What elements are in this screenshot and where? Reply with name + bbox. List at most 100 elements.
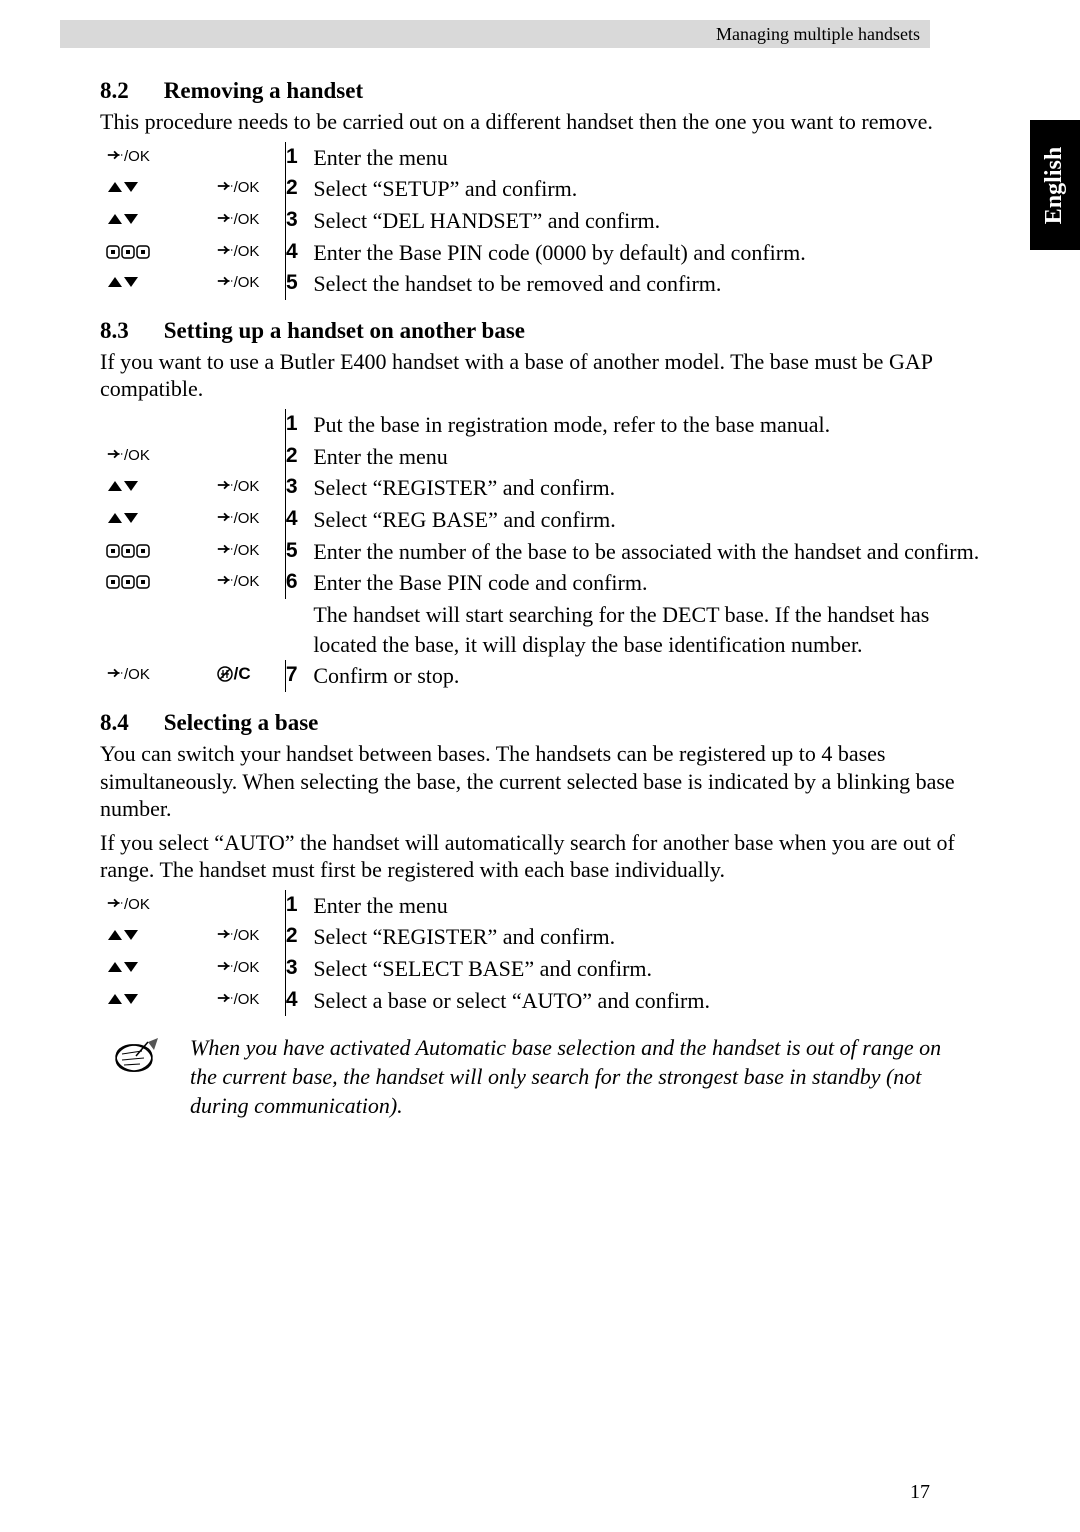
- icon-cell: [106, 237, 216, 269]
- icon-cell: /OK: [106, 441, 216, 473]
- up-down-icon: [106, 991, 140, 1007]
- ok-label: /OK: [234, 510, 260, 527]
- step-num: 6: [285, 567, 313, 599]
- step-num: 2: [285, 921, 313, 953]
- enter-icon: [106, 146, 124, 164]
- step-num: 4: [285, 237, 313, 269]
- tip-icon-wrap: [112, 1034, 190, 1120]
- step-num: 4: [285, 985, 313, 1017]
- icon-cell: [106, 599, 216, 660]
- icon-cell: [106, 173, 216, 205]
- section-num: 8.4: [100, 710, 158, 736]
- keypad-icon: [106, 543, 150, 559]
- enter-icon: [216, 209, 234, 227]
- icon-cell-2: /OK: [216, 205, 286, 237]
- step-num: 3: [285, 205, 313, 237]
- tip-text: When you have activated Automatic base s…: [190, 1034, 970, 1120]
- ok-label: /OK: [234, 243, 260, 260]
- step-row: /OK 3 Select “SELECT BASE” and confirm.: [106, 953, 980, 985]
- ok-label: /OK: [234, 478, 260, 495]
- icon-cell: [106, 567, 216, 599]
- step-num: 5: [285, 536, 313, 568]
- step-num: 1: [285, 409, 313, 441]
- step-text: Select “SELECT BASE” and confirm.: [313, 953, 980, 985]
- section-heading-8-3: 8.3 Setting up a handset on another base: [100, 318, 980, 344]
- section83-steps: 1 Put the base in registration mode, ref…: [106, 409, 980, 692]
- ok-label: /OK: [124, 148, 150, 165]
- icon-cell: [106, 409, 216, 441]
- step-text: Select “REGISTER” and confirm.: [313, 472, 980, 504]
- ok-label: /OK: [124, 447, 150, 464]
- up-down-icon: [106, 927, 140, 943]
- keypad-icon: [106, 244, 150, 260]
- step-num: 2: [285, 441, 313, 473]
- step-row: /OK 4 Select “REG BASE” and confirm.: [106, 504, 980, 536]
- step-row: /OK 2 Select “REGISTER” and confirm.: [106, 921, 980, 953]
- ok-label: /OK: [234, 274, 260, 291]
- step-row: /OK 1 Enter the menu: [106, 142, 980, 174]
- icon-cell-2: /OK: [216, 504, 286, 536]
- keypad-icon: [106, 574, 150, 590]
- icon-cell-2: /OK: [216, 985, 286, 1017]
- section82-intro: This procedure needs to be carried out o…: [100, 108, 980, 136]
- enter-icon: [216, 476, 234, 494]
- icon-cell-2: [216, 599, 286, 660]
- icon-cell-2: /OK: [216, 472, 286, 504]
- icon-cell: [106, 472, 216, 504]
- icon-cell: /OK: [106, 660, 216, 692]
- up-down-icon: [106, 478, 140, 494]
- section84-intro2: If you select “AUTO” the handset will au…: [100, 829, 980, 884]
- step-row: /OK 1 Enter the menu: [106, 890, 980, 922]
- step-text: Enter the Base PIN code and confirm.: [313, 567, 980, 599]
- step-row: /OK 4 Select a base or select “AUTO” and…: [106, 985, 980, 1017]
- icon-cell: [106, 953, 216, 985]
- note-icon: [112, 1036, 162, 1076]
- page-header: Managing multiple handsets: [60, 20, 930, 48]
- section83-intro: If you want to use a Butler E400 handset…: [100, 348, 980, 403]
- icon-cell-2: /OK: [216, 237, 286, 269]
- icon-cell: /OK: [106, 142, 216, 174]
- step-num: 2: [285, 173, 313, 205]
- icon-cell-2: [216, 409, 286, 441]
- step-note: The handset will start searching for the…: [313, 599, 980, 660]
- step-num: 3: [285, 953, 313, 985]
- step-text: Select “REGISTER” and confirm.: [313, 921, 980, 953]
- icon-cell-2: /OK: [216, 567, 286, 599]
- up-down-icon: [106, 959, 140, 975]
- enter-icon: [106, 445, 124, 463]
- icon-cell: [106, 921, 216, 953]
- up-down-icon: [106, 179, 140, 195]
- enter-icon: [216, 508, 234, 526]
- icon-cell: [106, 205, 216, 237]
- mute-icon: [216, 665, 234, 683]
- enter-icon: [216, 571, 234, 589]
- enter-icon: [216, 177, 234, 195]
- step-text: Select the handset to be removed and con…: [313, 268, 980, 300]
- ok-label: /OK: [234, 573, 260, 590]
- section-num: 8.3: [100, 318, 158, 344]
- step-text: Enter the menu: [313, 142, 980, 174]
- up-down-icon: [106, 274, 140, 290]
- icon-cell-2: /C: [216, 660, 286, 692]
- ok-label: /OK: [234, 959, 260, 976]
- page-content: 8.2 Removing a handset This procedure ne…: [100, 60, 980, 1120]
- step-row: /OK 3 Select “REGISTER” and confirm.: [106, 472, 980, 504]
- icon-cell-2: /OK: [216, 268, 286, 300]
- section-heading-8-4: 8.4 Selecting a base: [100, 710, 980, 736]
- enter-icon: [216, 957, 234, 975]
- ok-label: /OK: [234, 927, 260, 944]
- ok-label: /OK: [234, 991, 260, 1008]
- section84-steps: /OK 1 Enter the menu /OK 2 Select “REGIS…: [106, 890, 980, 1017]
- step-row: /OK 3 Select “DEL HANDSET” and confirm.: [106, 205, 980, 237]
- step-row: /OK 5 Select the handset to be removed a…: [106, 268, 980, 300]
- enter-icon: [216, 241, 234, 259]
- section-title: Setting up a handset on another base: [164, 318, 525, 343]
- step-text: Enter the Base PIN code (0000 by default…: [313, 237, 980, 269]
- section-title: Selecting a base: [164, 710, 319, 735]
- step-text: Put the base in registration mode, refer…: [313, 409, 980, 441]
- step-row: 1 Put the base in registration mode, ref…: [106, 409, 980, 441]
- step-text: Enter the number of the base to be assoc…: [313, 536, 980, 568]
- ok-label: /OK: [234, 179, 260, 196]
- step-text: Select “SETUP” and confirm.: [313, 173, 980, 205]
- ok-label: /OK: [234, 211, 260, 228]
